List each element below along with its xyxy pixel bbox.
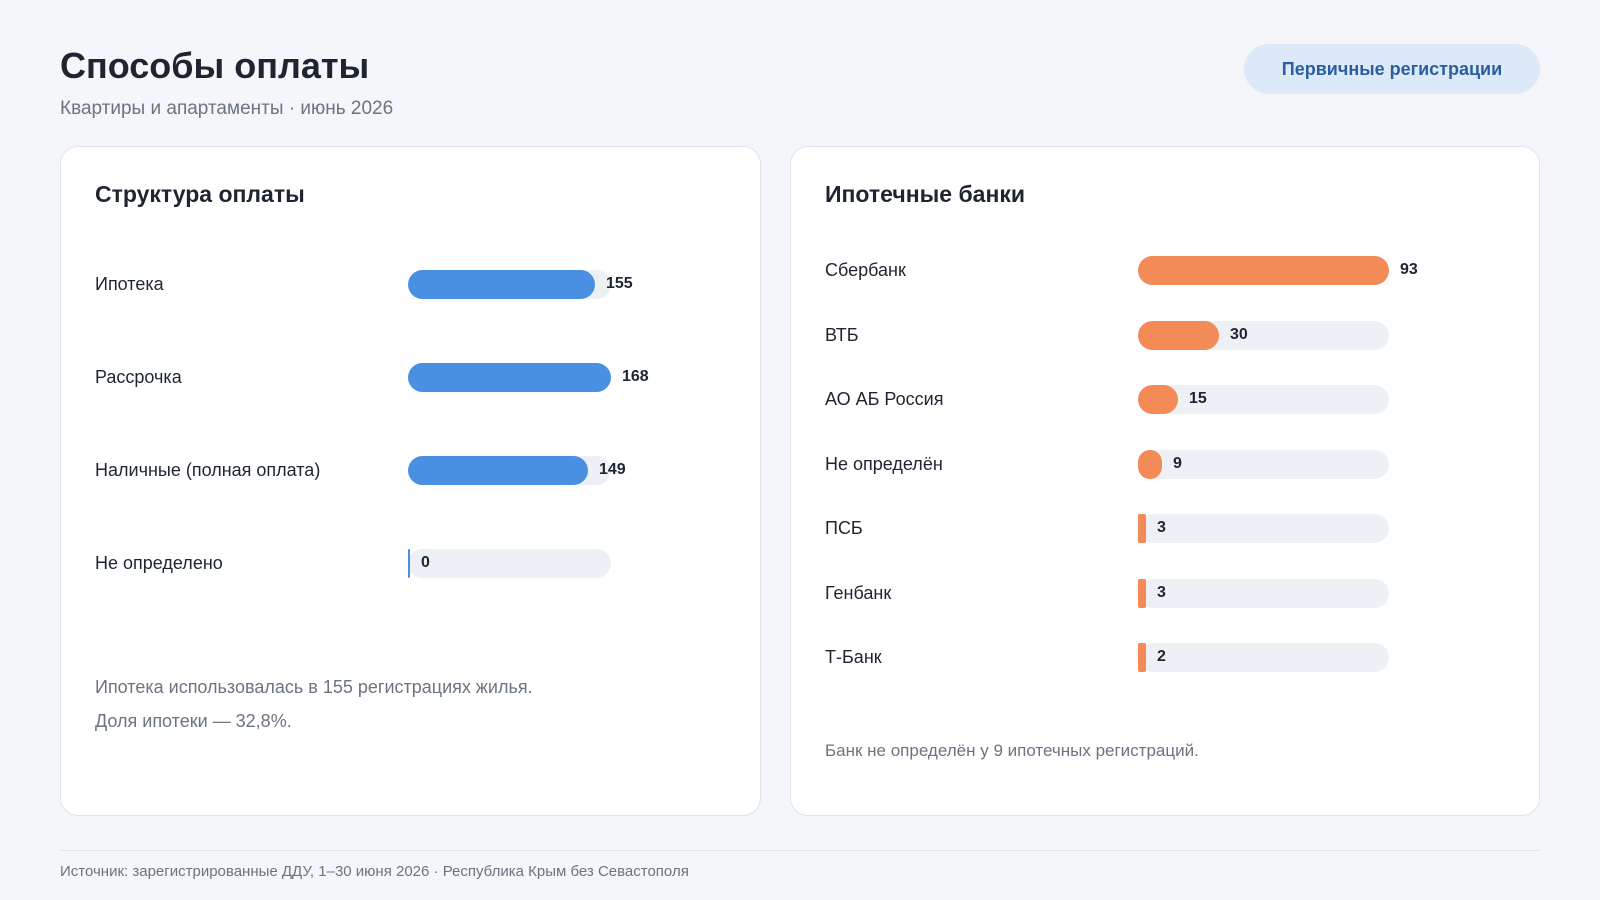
bar <box>408 549 410 578</box>
bar-value-label: 93 <box>1400 261 1418 278</box>
bar-row: Не определено 0 <box>95 548 671 578</box>
bar <box>1138 256 1389 285</box>
bar-label: Т-Банк <box>825 647 882 667</box>
bar-track <box>408 363 611 392</box>
bar <box>408 456 588 485</box>
banks-note: Банк не определён у 9 ипотечных регистра… <box>825 741 1199 760</box>
bar <box>1138 385 1178 414</box>
bar-value-label: 30 <box>1230 325 1248 343</box>
bar-row: Сбербанк 93 <box>825 255 1449 285</box>
bar <box>408 270 595 299</box>
bar-row: Генбанк 3 <box>825 578 1449 608</box>
payment-note-mortgage-count: Ипотека использовалась в 155 регистрация… <box>95 677 533 697</box>
bar-label: АО АБ Россия <box>825 389 944 409</box>
bar-label: Генбанк <box>825 582 892 603</box>
bar-label: ПСБ <box>825 518 863 538</box>
page-title: Способы оплаты <box>60 45 370 86</box>
bar-value-label: 15 <box>1189 390 1207 407</box>
bar-track <box>408 549 611 578</box>
payment-chart-title: Структура оплаты <box>95 181 305 207</box>
page-subtitle: Квартиры и апартаменты · июнь 2026 <box>60 98 394 119</box>
bar-track <box>408 270 611 299</box>
bar-label: Рассрочка <box>95 367 182 387</box>
bar-value-label: 0 <box>421 554 430 571</box>
bar-row: АО АБ Россия 15 <box>825 384 1449 414</box>
bar-row: ВТБ 30 <box>825 320 1449 350</box>
payment-structure-card: Структура оплаты Ипотека 155 Рассрочка 168 Н… <box>60 146 761 816</box>
footer-divider <box>60 850 1540 851</box>
mortgage-banks-card: Ипотечные банки Сбербанк 93 ВТБ 30 АО АБ Рос… <box>790 146 1540 816</box>
bar-track <box>408 456 611 485</box>
bar <box>1138 320 1219 350</box>
source-footer: Источник: зарегистрированные ДДУ, 1–30 и… <box>60 863 689 880</box>
bar-row: ПСБ 3 <box>825 513 1449 543</box>
bar-track <box>1138 385 1389 414</box>
bar-row: Не определён 9 <box>825 449 1449 479</box>
bar-value-label: 3 <box>1157 519 1166 536</box>
bar-label: Сбербанк <box>825 260 906 280</box>
bar-row: Т-Банк 2 <box>825 642 1449 672</box>
bar <box>408 363 611 392</box>
bar-value-label: 9 <box>1173 454 1182 472</box>
bar-track <box>1138 514 1389 543</box>
bar-value-label: 168 <box>622 368 649 385</box>
bar-label: ВТБ <box>825 324 859 345</box>
primary-registrations-button[interactable]: Первичные регистрации <box>1244 44 1540 94</box>
bar-label: Не определён <box>825 453 943 474</box>
bar-value-label: 155 <box>606 275 633 292</box>
bar-track <box>1138 256 1389 285</box>
bar <box>1138 643 1146 672</box>
bar-value-label: 3 <box>1157 583 1166 601</box>
bar-track <box>1138 449 1389 479</box>
bar <box>1138 514 1146 543</box>
bar-value-label: 149 <box>599 461 626 478</box>
banks-chart-title: Ипотечные банки <box>825 181 1025 207</box>
bar <box>1138 449 1162 479</box>
bar-label: Наличные (полная оплата) <box>95 460 321 480</box>
bar-value-label: 2 <box>1157 648 1166 665</box>
bar-label: Не определено <box>95 553 223 573</box>
bar-track <box>1138 578 1389 608</box>
bar-track <box>1138 320 1389 350</box>
bar-row: Ипотека 155 <box>95 269 671 299</box>
bar <box>1138 578 1146 608</box>
bar-row: Наличные (полная оплата) 149 <box>95 455 671 485</box>
bar-track <box>1138 643 1389 672</box>
payment-note-mortgage-share: Доля ипотеки — 32,8%. <box>95 711 292 731</box>
bar-row: Рассрочка 168 <box>95 362 671 392</box>
header: Способы оплаты Квартиры и апартаменты · … <box>60 44 1540 124</box>
bar-label: Ипотека <box>95 274 164 294</box>
